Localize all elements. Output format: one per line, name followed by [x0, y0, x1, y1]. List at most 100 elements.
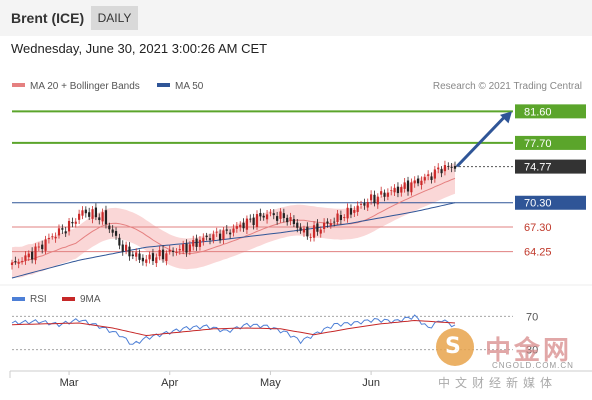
candle-body [67, 220, 71, 232]
level-tag-81.60 [515, 104, 586, 119]
candle-body [329, 223, 332, 226]
watermark-logo-icon: S [436, 328, 474, 366]
candle-body [276, 216, 279, 221]
candle-body [34, 246, 37, 261]
target-arrow [455, 114, 508, 168]
candle-body [104, 210, 108, 225]
level-tag-77.70 [515, 135, 586, 150]
candle-body [47, 238, 51, 240]
rsi-line [11, 314, 456, 345]
candle-body [88, 212, 91, 217]
candle-body [306, 226, 309, 237]
level-tag-label: 77.70 [524, 138, 552, 150]
legend-label: MA 20 + Bollinger Bands [30, 81, 140, 92]
level-tag-label: 70.30 [524, 198, 552, 210]
watermark-subtitle: 中文财经新媒体 [438, 376, 558, 390]
candle-body [443, 165, 447, 172]
candle-body [27, 253, 30, 258]
candle-body [222, 230, 225, 240]
level-tag-label: 67.30 [524, 222, 552, 234]
rsi-legend-label: 9MA [80, 294, 101, 305]
candle-body [64, 231, 67, 234]
candle-body [453, 165, 457, 169]
candle-body [135, 252, 138, 257]
candle-body [403, 182, 406, 189]
candle-body [299, 227, 302, 231]
candle-body [168, 249, 171, 252]
candle-body [44, 239, 47, 251]
candle-body [450, 166, 453, 168]
candle-body [336, 213, 339, 222]
candle-body [339, 214, 342, 221]
candle-body [239, 224, 242, 228]
rsi-level-label: 70 [526, 311, 538, 323]
candle-body [447, 166, 450, 167]
timeframe-tab[interactable]: DAILY [91, 6, 138, 30]
candle-body [161, 249, 165, 260]
candle-body [54, 236, 57, 239]
candle-body [182, 244, 185, 251]
candle-body [319, 229, 322, 234]
candle-body [369, 194, 373, 201]
candle-body [326, 221, 329, 224]
candle-body [128, 246, 131, 257]
candle-body [212, 234, 215, 241]
candle-body [433, 169, 436, 179]
candle-body [208, 238, 212, 240]
candle-body [333, 221, 336, 223]
candle-body [393, 187, 396, 193]
candle-body [349, 208, 353, 215]
candle-body [423, 177, 426, 181]
candle-body [141, 257, 144, 262]
candle-body [138, 253, 141, 260]
candle-body [158, 249, 161, 257]
candle-body [343, 217, 346, 219]
level-tag-label: 64.25 [524, 247, 552, 259]
candle-body [155, 257, 158, 264]
candle-body [235, 226, 238, 229]
legend-label: MA 50 [175, 81, 204, 92]
candle-body [406, 180, 410, 192]
rsi-legend-swatch [62, 297, 75, 301]
candle-body [188, 244, 191, 252]
level-tag-74.77 [515, 159, 586, 174]
candle-body [125, 244, 128, 251]
candle-body [416, 178, 420, 184]
candle-body [148, 254, 151, 260]
candle-body [252, 217, 255, 226]
x-tick-label: Jun [362, 377, 380, 389]
candle-body [346, 207, 349, 219]
candle-body [111, 229, 114, 233]
candle-body [386, 192, 389, 197]
candle-body [390, 190, 393, 192]
candle-body [400, 187, 403, 193]
candle-body [296, 222, 299, 228]
level-tag-70.30 [515, 195, 586, 210]
candle-body [259, 212, 262, 217]
candle-body [61, 228, 64, 230]
candle-body [323, 222, 326, 229]
candle-body [229, 232, 232, 235]
candle-body [366, 202, 369, 208]
candle-body [289, 217, 292, 221]
candle-body [151, 253, 155, 262]
candle-body [145, 259, 148, 263]
candle-body [359, 203, 363, 205]
candle-body [114, 231, 118, 236]
candle-body [178, 249, 181, 251]
candle-body [312, 225, 316, 238]
candle-body [74, 221, 77, 224]
candle-body [356, 205, 359, 212]
candle-body [279, 211, 282, 219]
legend-swatch [157, 83, 170, 87]
candle-body [91, 209, 94, 219]
candle-body [81, 210, 84, 216]
candle-body [380, 191, 383, 195]
candle-body [245, 218, 249, 230]
watermark-url: CNGOLD.COM.CN [492, 361, 574, 370]
candle-body [24, 255, 27, 261]
candle-body [262, 215, 265, 218]
chart-header: Brent (ICE) DAILY [0, 0, 592, 36]
candle-body [316, 223, 319, 232]
